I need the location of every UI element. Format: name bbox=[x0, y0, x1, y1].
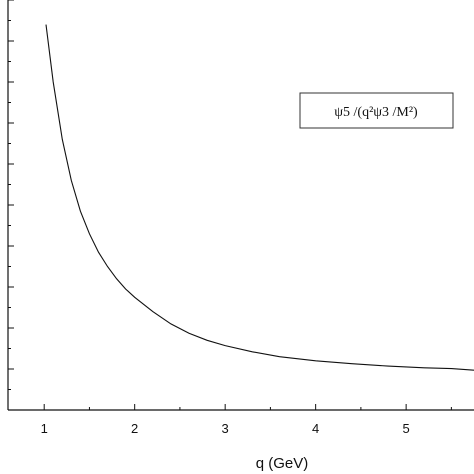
legend-box bbox=[299, 92, 454, 129]
legend-label: ψ5 /(q²ψ3 /M²) bbox=[334, 105, 418, 120]
x-tick-label: 2 bbox=[131, 421, 138, 436]
series-layer bbox=[45, 24, 474, 371]
series-line bbox=[45, 24, 474, 371]
ticks: 1 2 3 4 5 bbox=[8, 0, 452, 436]
axes bbox=[7, 0, 474, 411]
x-tick-label: 5 bbox=[403, 421, 410, 436]
x-axis-title: q (GeV) bbox=[256, 455, 309, 472]
legend: ψ5 /(q²ψ3 /M²) bbox=[299, 92, 454, 129]
x-tick-label: 1 bbox=[41, 421, 48, 436]
x-tick-label: 4 bbox=[312, 421, 319, 436]
x-tick-label: 3 bbox=[222, 421, 229, 436]
